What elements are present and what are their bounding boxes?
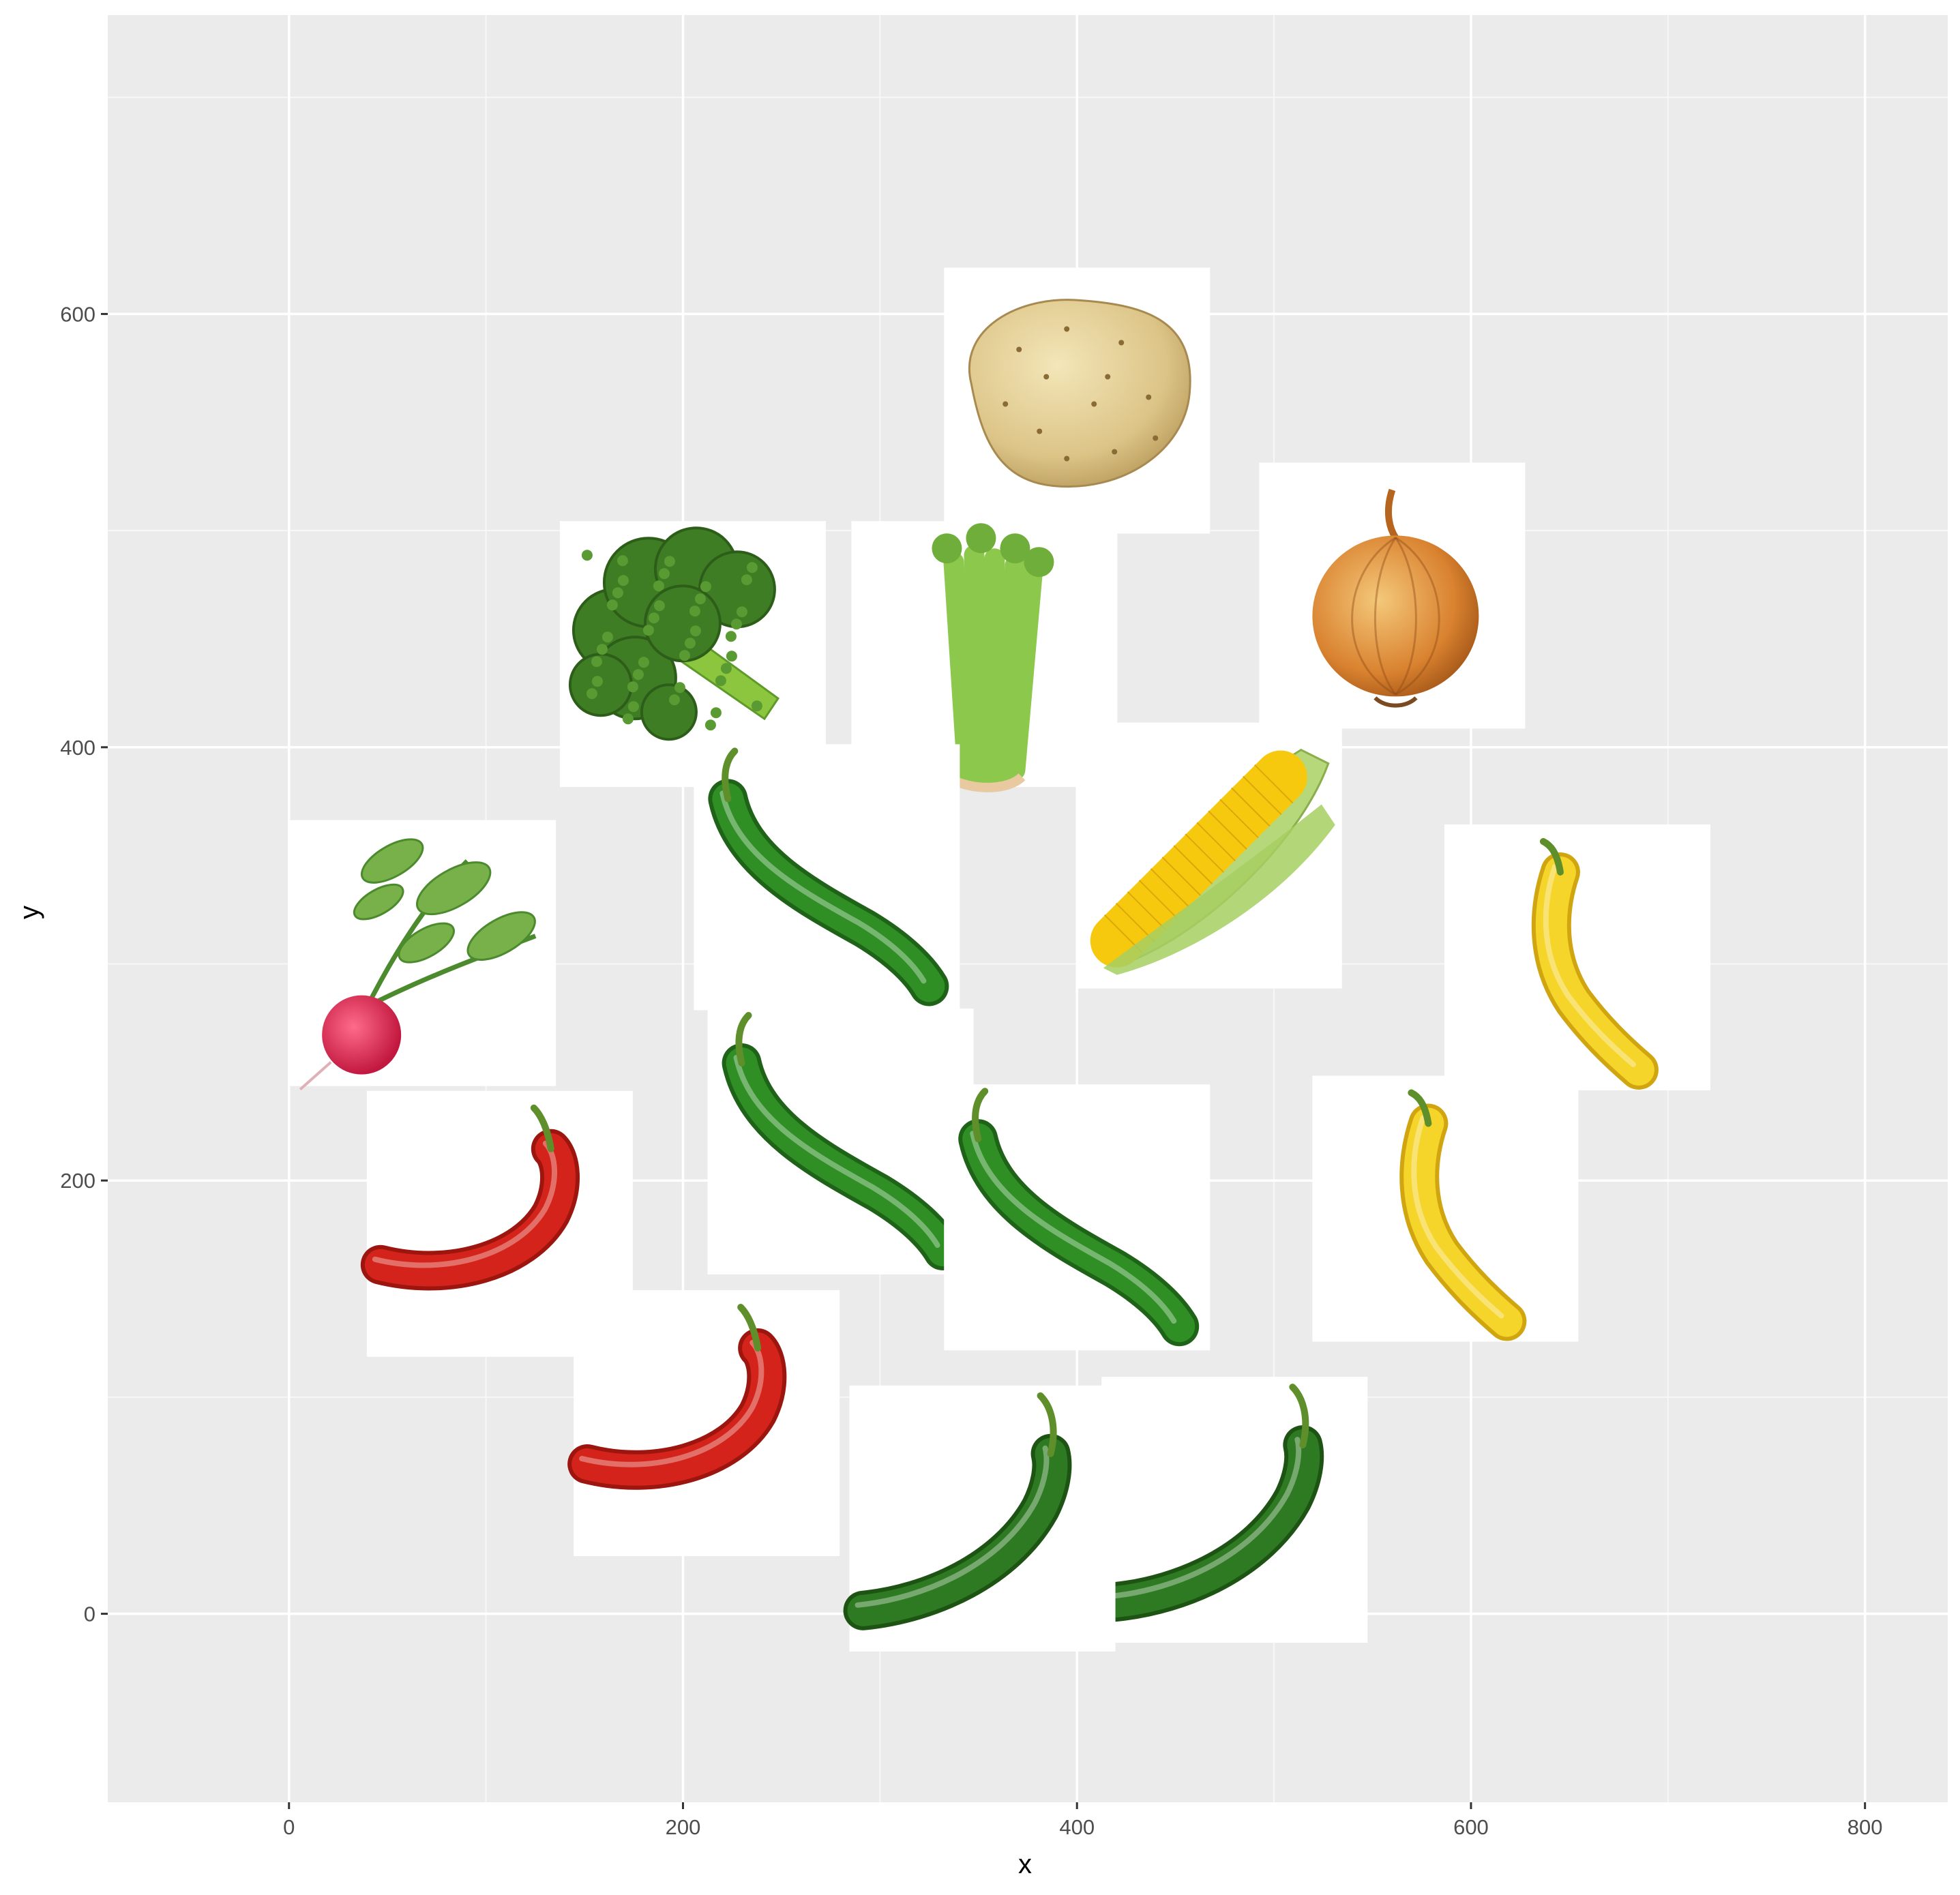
x-tick-label: 200 <box>666 1815 701 1839</box>
x-tick-label: 0 <box>283 1815 295 1839</box>
point-green-pepper-icon <box>944 1084 1211 1351</box>
point-jalapeno-icon <box>843 1385 1116 1652</box>
point-green-pepper-icon <box>694 744 960 1011</box>
y-tick-label: 600 <box>60 302 95 326</box>
y-tick-label: 0 <box>84 1602 95 1626</box>
point-red-pepper-icon <box>567 1290 840 1557</box>
point-yellow-pepper-icon <box>1444 824 1710 1090</box>
y-tick-label: 400 <box>60 736 95 760</box>
point-radish-icon <box>290 820 556 1091</box>
point-potato-icon <box>944 267 1211 534</box>
x-tick-label: 800 <box>1847 1815 1883 1839</box>
point-celery-icon <box>851 521 1118 792</box>
x-axis-title: x <box>1018 1849 1032 1879</box>
point-jalapeno-icon <box>1095 1377 1368 1643</box>
x-tick-label: 600 <box>1453 1815 1489 1839</box>
point-broccoli-icon <box>559 521 826 788</box>
y-axis-title: y <box>14 906 44 919</box>
point-red-pepper-icon <box>360 1090 633 1357</box>
point-green-pepper-icon <box>707 1009 974 1275</box>
point-yellow-pepper-icon <box>1312 1075 1579 1342</box>
x-tick-label: 400 <box>1059 1815 1095 1839</box>
y-tick-label: 200 <box>60 1169 95 1193</box>
point-onion-icon <box>1259 462 1526 729</box>
point-corn-icon <box>1075 722 1342 989</box>
